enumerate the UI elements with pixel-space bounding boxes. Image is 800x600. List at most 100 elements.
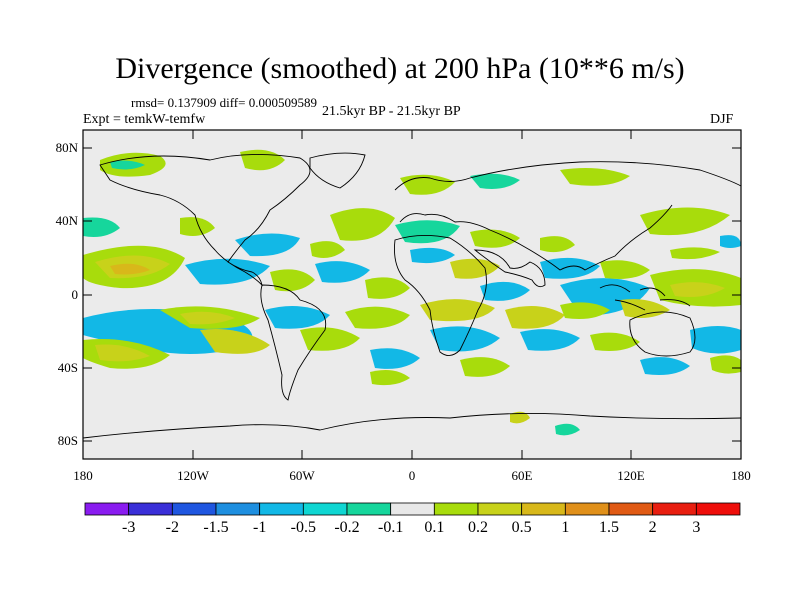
anomaly-field xyxy=(510,411,530,424)
coastline-north-america xyxy=(99,154,311,287)
anomaly-field xyxy=(470,229,520,248)
experiment-label: Expt = temkW-temfw xyxy=(83,112,206,127)
anomaly-field xyxy=(330,208,395,241)
coastline-greenland xyxy=(309,152,366,189)
coastline-antarctica xyxy=(83,412,741,439)
colorbar-swatch xyxy=(564,502,610,516)
lat-label-40s: 40S xyxy=(57,360,78,375)
anomaly-field xyxy=(370,370,410,386)
anomaly-field xyxy=(180,311,235,325)
colorbar xyxy=(84,502,741,516)
colorbar-label: 0.2 xyxy=(468,519,488,536)
anomaly-field xyxy=(110,160,145,170)
lon-label-60e: 60E xyxy=(511,468,533,483)
lon-label-180e: 180 xyxy=(731,468,751,483)
anomaly-field xyxy=(185,258,270,285)
stats-line: rmsd= 0.137909 diff= 0.000509589 xyxy=(131,95,317,110)
colorbar-swatch xyxy=(433,502,479,516)
colorbar-label: 2 xyxy=(648,519,657,536)
map-title: Divergence (smoothed) at 200 hPa (10**6 … xyxy=(115,52,685,85)
coastline-australia xyxy=(629,311,696,357)
anomaly-field xyxy=(520,329,580,351)
anomaly-field xyxy=(410,247,455,264)
anomaly-field xyxy=(265,306,330,329)
anomaly-field xyxy=(540,236,575,253)
coastline-arabia-india xyxy=(473,249,546,288)
anomaly-field xyxy=(200,329,270,354)
anomaly-field xyxy=(310,241,345,258)
anomaly-field xyxy=(560,302,610,319)
colorbar-label: -0.5 xyxy=(290,519,316,536)
colorbar-swatch xyxy=(521,502,566,516)
anomaly-field xyxy=(180,217,215,236)
colorbar-label: -2 xyxy=(165,519,179,536)
anomaly-field xyxy=(300,327,360,351)
anomaly-field xyxy=(110,263,150,275)
coastline-europe-asia xyxy=(394,161,741,271)
anomaly-field xyxy=(95,344,150,362)
colorbar-swatch xyxy=(695,502,741,516)
anomaly-field xyxy=(690,326,741,354)
anomaly-field xyxy=(710,355,741,374)
colorbar-swatch xyxy=(477,502,523,516)
anomaly-field xyxy=(315,261,370,283)
coastline-maritime-asia xyxy=(599,284,691,311)
lon-label-180w: 180 xyxy=(73,468,93,483)
lon-label-0: 0 xyxy=(408,468,416,483)
coastlines xyxy=(83,152,741,439)
anomaly-field xyxy=(395,220,460,244)
colorbar-label: 1.5 xyxy=(599,519,619,536)
colorbar-label: -0.2 xyxy=(334,519,360,536)
anomaly-field xyxy=(235,233,300,257)
colorbar-swatch xyxy=(259,502,304,516)
anomaly-field xyxy=(365,277,410,299)
colorbar-swatch xyxy=(652,502,697,516)
colorbar-swatch xyxy=(302,502,348,516)
colorbar-swatch xyxy=(608,502,654,516)
colorbar-swatch xyxy=(346,502,392,516)
period-label: 21.5kyr BP - 21.5kyr BP xyxy=(322,104,461,119)
anomaly-field xyxy=(600,260,650,279)
colorbar-label: -0.1 xyxy=(377,519,404,536)
anomaly-field xyxy=(640,207,730,236)
season-label: DJF xyxy=(710,112,734,127)
coastline-africa xyxy=(394,235,487,356)
anomaly-field xyxy=(450,258,500,279)
colorbar-swatch xyxy=(171,502,217,516)
anomaly-field xyxy=(370,348,420,369)
colorbar-label: 0.1 xyxy=(424,519,445,536)
lat-label-80s: 80S xyxy=(57,433,78,448)
anomaly-field xyxy=(540,257,600,279)
lat-label-80n: 80N xyxy=(55,140,78,155)
lon-label-120e: 120E xyxy=(617,468,645,483)
lat-label-40n: 40N xyxy=(55,213,78,228)
anomaly-field xyxy=(620,299,670,318)
anomaly-field xyxy=(555,423,580,436)
anomaly-field xyxy=(590,332,640,351)
anomaly-field xyxy=(270,269,315,292)
colorbar-swatch xyxy=(128,502,173,516)
anomaly-field xyxy=(640,357,690,375)
lon-label-120w: 120W xyxy=(177,468,209,483)
axis-ticks xyxy=(83,130,741,459)
anomaly-field xyxy=(505,306,565,329)
anomaly-field xyxy=(470,173,520,189)
colorbar-label: -1 xyxy=(252,519,267,536)
anomaly-field xyxy=(460,357,510,377)
colorbar-swatch xyxy=(84,502,130,516)
colorbar-swatch xyxy=(215,502,261,516)
lon-label-60w: 60W xyxy=(289,468,315,483)
colorbar-label: -1.5 xyxy=(203,519,229,536)
anomaly-field xyxy=(670,282,725,297)
colorbar-label: 1 xyxy=(561,519,570,536)
colorbar-label: 0.5 xyxy=(511,519,532,536)
anomaly-field xyxy=(400,174,455,195)
anomaly-field xyxy=(345,306,410,329)
anomaly-field xyxy=(480,281,530,301)
anomaly-fields xyxy=(83,149,741,436)
colorbar-label: -3 xyxy=(121,519,136,536)
anomaly-field xyxy=(83,217,120,237)
anomaly-field xyxy=(560,168,630,186)
lat-label-0: 0 xyxy=(71,287,79,302)
